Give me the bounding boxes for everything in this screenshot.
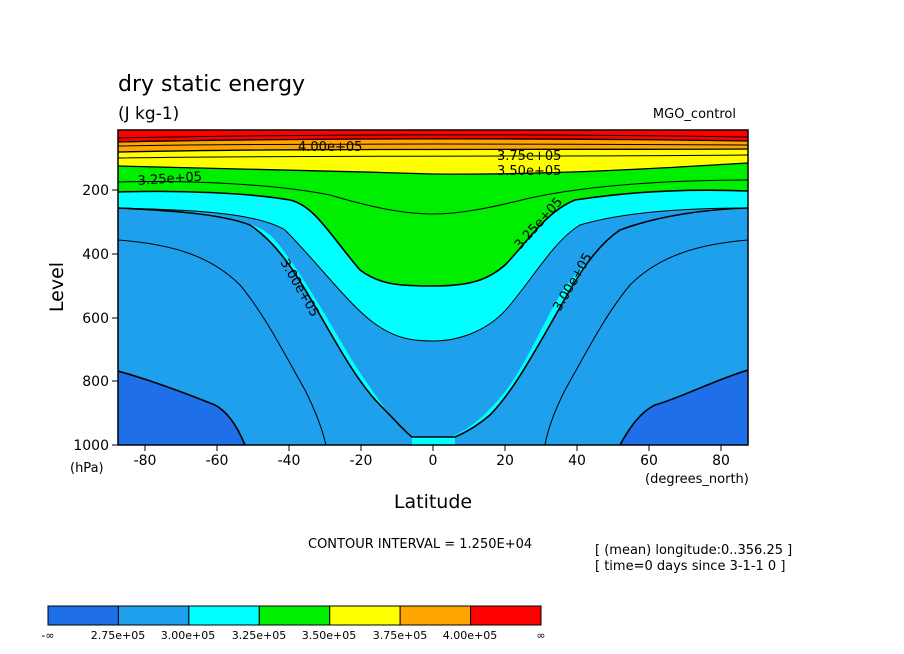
- x-tick-label: 60: [640, 453, 658, 469]
- y-tick-label: 400: [82, 247, 109, 263]
- x-axis: [144, 445, 722, 451]
- x-unit: (degrees_north): [645, 472, 749, 487]
- contour-line-3.25e+05: [118, 189, 748, 287]
- contour-line-3.75e+05: [118, 148, 748, 153]
- y-axis-title: Level: [46, 262, 68, 312]
- contour-label: 4.00e+05: [298, 140, 362, 155]
- chart-units: (J kg-1): [118, 104, 179, 124]
- colorbar-swatch: [188, 605, 260, 626]
- colorbar: [47, 605, 542, 626]
- contour-line-3.00e+05-south: [118, 207, 748, 438]
- band-below-2.75e+05-north: [620, 370, 748, 445]
- colorbar-edge-label: ∞: [536, 629, 545, 642]
- colorbar-swatch: [258, 605, 331, 626]
- y-axis: [112, 189, 118, 446]
- contour-line-2.875e+05-north: [544, 239, 748, 445]
- y-tick-label: 200: [82, 183, 109, 199]
- colorbar-label: 2.75e+05: [91, 629, 145, 642]
- x-tick-label: -20: [350, 453, 373, 469]
- contour-line-3.875e+05: [118, 143, 748, 147]
- contour-line-4.00e+05: [118, 138, 748, 143]
- contour-line-2.75e+05-south: [118, 370, 246, 445]
- colorbar-label: 3.00e+05: [161, 629, 215, 642]
- x-tick-label: -80: [134, 453, 157, 469]
- colorbar-label: 4.00e+05: [443, 629, 497, 642]
- y-tick-label: 800: [82, 374, 109, 390]
- plot-area: 4.00e+05 3.75e+05 3.50e+05 3.25e+05 3.25…: [118, 130, 748, 445]
- y-tick-label: 1000: [73, 438, 109, 454]
- y-tick-label: 600: [82, 311, 109, 327]
- y-unit: (hPa): [70, 461, 104, 476]
- x-tick-label: 40: [568, 453, 586, 469]
- chart-title: dry static energy: [118, 72, 305, 97]
- contour-line-3.375e+05: [118, 179, 748, 215]
- colorbar-edge-label: -∞: [41, 629, 54, 642]
- contour-line-2.875e+05-south: [118, 239, 327, 445]
- colorbar-swatch: [470, 605, 542, 626]
- band-below-2.75e+05-south: [118, 371, 245, 445]
- colorbar-swatch: [47, 605, 119, 626]
- contour-line-3.50e+05: [118, 162, 748, 175]
- colorbar-label: 3.75e+05: [373, 629, 427, 642]
- contour-interval: CONTOUR INTERVAL = 1.250E+04: [308, 537, 532, 552]
- contour-line-2.75e+05-north: [619, 369, 748, 445]
- y-tick-labels: 200 400 600 800 1000: [73, 183, 109, 454]
- colorbar-labels: -∞ 2.75e+05 3.00e+05 3.25e+05 3.50e+05 3…: [41, 629, 545, 642]
- x-tick-labels: -80 -60 -40 -20 0 20 40 60 80: [134, 453, 730, 469]
- band-2.75e+05-3.00e+05-south: [118, 208, 412, 445]
- info-line: [ (mean) longitude:0..356.25 ]: [595, 543, 792, 558]
- contour-line-3.625e+05: [118, 154, 748, 159]
- contour-lines: [118, 134, 748, 445]
- contour-label: 3.75e+05: [497, 149, 561, 164]
- colorbar-swatch: [329, 605, 401, 626]
- x-tick-label: 80: [712, 453, 730, 469]
- colorbar-label: 3.25e+05: [232, 629, 286, 642]
- x-axis-title: Latitude: [394, 491, 472, 513]
- x-tick-label: 20: [496, 453, 514, 469]
- x-tick-label: 0: [429, 453, 438, 469]
- run-label: MGO_control: [653, 107, 736, 122]
- contour-line-upper: [118, 134, 748, 139]
- contour-label: 3.50e+05: [497, 164, 561, 179]
- x-tick-label: -60: [206, 453, 229, 469]
- info-line: [ time=0 days since 3-1-1 0 ]: [595, 559, 785, 574]
- colorbar-label: 3.50e+05: [302, 629, 356, 642]
- x-tick-label: -40: [278, 453, 301, 469]
- contour-label: 3.25e+05: [137, 170, 202, 189]
- contour-line-3.125e+05: [118, 207, 748, 342]
- colorbar-swatch: [117, 605, 190, 626]
- colorbar-swatch: [399, 605, 472, 626]
